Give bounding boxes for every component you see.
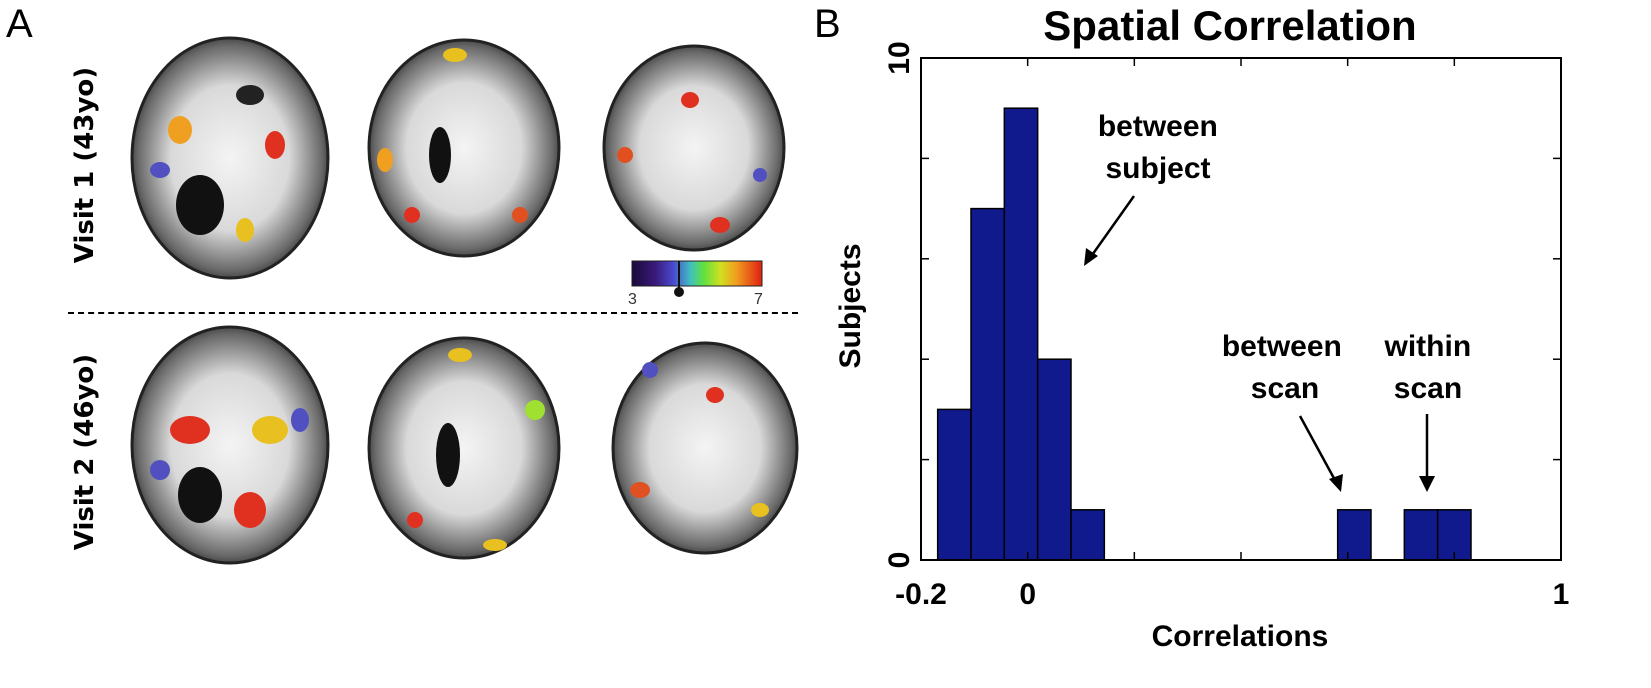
brain-slice-visit2-a [130, 325, 330, 565]
x-axis-label: Correlations [1152, 620, 1329, 653]
brain-slice-visit2-b [367, 336, 561, 560]
histogram-bar-8 [1436, 509, 1472, 561]
brain-slice-visit1-b [367, 38, 561, 258]
y-tick-label: 10 [883, 41, 916, 74]
annotation-between-subject: between subject [1098, 110, 1226, 185]
histogram-bar-6 [1336, 509, 1372, 561]
colorbar-max-label: 7 [754, 291, 763, 308]
histogram-bar-2 [970, 207, 1006, 561]
y-axis-label: Subjects [834, 243, 867, 368]
annotation-between-scan: between scan [1222, 330, 1350, 405]
y-tick-label: 0 [883, 552, 916, 569]
histogram-bar-4 [1036, 358, 1072, 561]
histogram-bar-5 [1070, 509, 1106, 561]
arrow-between-scan [1298, 415, 1338, 483]
histogram-bar-3 [1003, 107, 1039, 561]
colorbar-min-label: 3 [628, 291, 637, 308]
brain-slice-visit1-a [130, 36, 330, 280]
x-tick-label: 0 [1019, 578, 1036, 611]
histogram-bar-7 [1403, 509, 1439, 561]
annotation-within-scan: within scan [1384, 330, 1480, 405]
panel-a-letter: A [6, 2, 33, 46]
brain-slice-visit2-c [611, 341, 799, 555]
panel-b-letter: B [814, 2, 841, 46]
histogram-bar-1 [936, 408, 972, 561]
arrow-between-subject [1088, 195, 1136, 259]
visit-divider [68, 312, 798, 314]
brain-slice-visit1-c [602, 44, 786, 252]
colorbar [631, 260, 763, 297]
chart-title: Spatial Correlation [1043, 2, 1416, 49]
x-tick-label: -0.2 [895, 578, 947, 611]
x-tick-label: 1 [1553, 578, 1570, 611]
